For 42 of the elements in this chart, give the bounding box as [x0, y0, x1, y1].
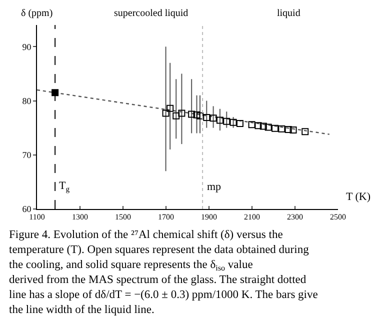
point — [284, 126, 292, 133]
point — [290, 126, 297, 134]
text: liquid — [277, 8, 300, 19]
x-tick-label: 2100 — [244, 212, 260, 222]
x-tick-label: 1900 — [201, 212, 217, 222]
point — [210, 114, 217, 122]
point — [278, 125, 286, 132]
point — [172, 112, 180, 120]
text: supercooled liquid — [114, 8, 188, 19]
x-tick-label: 1500 — [115, 212, 131, 222]
point — [248, 121, 256, 128]
x-tick-label: 1100 — [29, 212, 45, 222]
y-tick-label: 90 — [22, 42, 32, 52]
point — [236, 120, 244, 127]
y-tick-label: 60 — [22, 204, 32, 214]
point — [52, 89, 59, 96]
point — [254, 122, 262, 130]
point — [260, 122, 267, 130]
point — [188, 110, 196, 118]
y-axis-title: δ (ppm) — [21, 8, 53, 19]
point — [302, 128, 309, 136]
y-tick-label: 70 — [22, 150, 32, 160]
point — [264, 124, 272, 131]
point — [162, 110, 170, 117]
ref-line-label: mp — [207, 181, 222, 193]
x-tick-label: 1300 — [72, 212, 88, 222]
x-axis-title: T (K) — [346, 191, 371, 203]
y-tick-label: 80 — [22, 96, 32, 106]
caption: Figure 4. Evolution of the ²⁷Al chemical shift (δ) versus the temperature (T). Open squares represent the data obtained during the cooling, and solid square represents the δ$_{iso}$ value derived from the MAS spectrum of the glass. The straight dotted line has a slope of dδ/dT = −(6.0 ± 0.3) ppm/1000 K. The bars give the line width of the liquid line. — [9, 229, 318, 316]
point — [216, 116, 224, 124]
point — [196, 112, 204, 120]
x-tick-label: 2300 — [287, 212, 303, 222]
x-tick-label: 1700 — [158, 212, 174, 222]
point — [193, 111, 200, 118]
x-tick-label: 2500 — [330, 212, 346, 222]
ref-line-label: T$_{g}$ — [59, 180, 70, 194]
point — [223, 118, 230, 125]
point — [203, 114, 210, 122]
point — [272, 124, 279, 132]
point — [166, 104, 174, 112]
point — [230, 118, 237, 126]
point — [178, 110, 186, 117]
